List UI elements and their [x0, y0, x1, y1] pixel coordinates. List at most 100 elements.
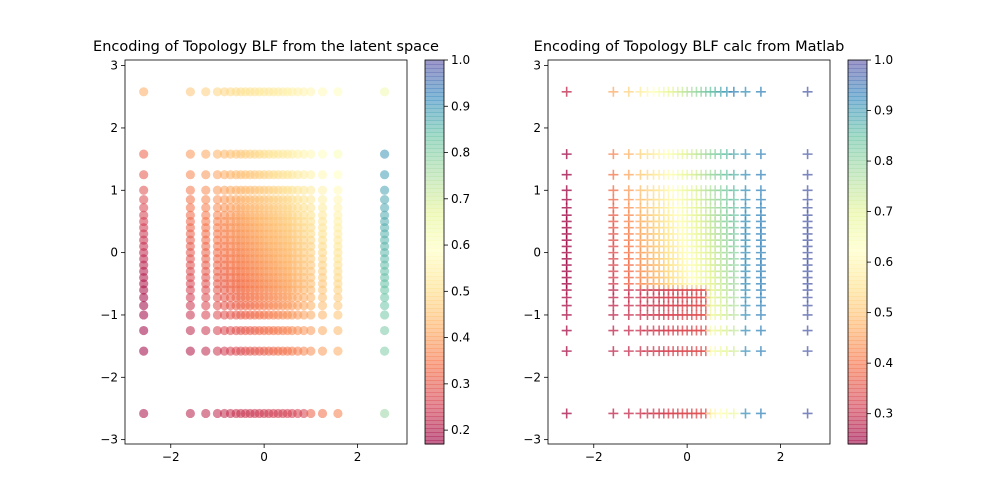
data-point	[185, 87, 195, 97]
colorbar-segment	[848, 76, 867, 81]
data-point	[333, 195, 343, 205]
colorbar-segment	[848, 344, 867, 349]
colorbar-segment	[848, 200, 867, 205]
data-point	[299, 203, 309, 213]
x-tick-label: −2	[585, 450, 603, 464]
colorbar-segment	[848, 136, 867, 141]
data-point	[139, 408, 149, 419]
colorbar-segment	[425, 164, 444, 169]
data-point	[623, 325, 634, 336]
data-point	[317, 185, 328, 195]
data-point	[561, 169, 572, 180]
colorbar-segment	[425, 312, 444, 317]
colorbar-segment	[848, 192, 867, 197]
colorbar-segment	[425, 88, 444, 93]
colorbar-segment	[425, 324, 444, 329]
data-point	[608, 325, 619, 336]
y-tick-label: −2	[100, 370, 118, 384]
colorbar-segment	[425, 296, 444, 301]
data-point	[561, 408, 572, 419]
colorbar-segment	[425, 188, 444, 193]
colorbar-tick-label: 0.8	[874, 154, 893, 168]
data-point	[306, 195, 316, 205]
colorbar-segment	[425, 416, 444, 421]
colorbar-segment	[848, 348, 867, 353]
colorbar-segment	[425, 264, 444, 269]
colorbar-segment	[425, 148, 444, 153]
data-point	[317, 87, 328, 97]
colorbar-segment	[425, 216, 444, 221]
colorbar-segment	[425, 132, 444, 137]
data-point	[379, 292, 390, 303]
colorbar-segment	[848, 320, 867, 325]
data-point	[755, 86, 766, 97]
colorbar-segment	[848, 408, 867, 413]
data-point	[212, 292, 223, 303]
data-point	[299, 210, 309, 220]
colorbar-segment	[425, 276, 444, 281]
colorbar-segment	[848, 400, 867, 405]
colorbar-segment	[848, 220, 867, 225]
colorbar-segment	[425, 268, 444, 273]
colorbar-segment	[425, 204, 444, 209]
data-point	[802, 149, 813, 160]
scatter-points	[139, 87, 390, 419]
data-point	[379, 408, 390, 419]
colorbar-segment	[425, 280, 444, 285]
data-point	[306, 346, 316, 356]
data-point	[728, 185, 739, 196]
colorbar-segment	[848, 180, 867, 185]
data-point	[317, 301, 328, 311]
data-point	[379, 185, 390, 195]
colorbar-segment	[848, 60, 867, 65]
data-point	[185, 408, 195, 419]
data-point	[139, 325, 149, 336]
data-point	[139, 170, 149, 180]
colorbar-segment	[848, 80, 867, 85]
colorbar-segment	[425, 152, 444, 157]
data-point	[802, 194, 813, 205]
data-point	[299, 301, 309, 311]
y-tick-label: −2	[523, 370, 541, 384]
data-point	[185, 310, 195, 320]
y-tick-label: 3	[533, 59, 541, 73]
colorbar-segment	[848, 428, 867, 433]
data-point	[333, 301, 343, 311]
colorbar-segment	[848, 240, 867, 245]
data-point	[740, 325, 751, 336]
colorbar-segment	[425, 80, 444, 85]
colorbar-segment	[848, 316, 867, 321]
data-point	[317, 170, 328, 180]
data-point	[201, 408, 211, 419]
data-point	[317, 325, 328, 336]
data-point	[139, 292, 149, 303]
colorbar-segment	[848, 288, 867, 293]
colorbar-segment	[425, 412, 444, 417]
colorbar-segment	[848, 368, 867, 373]
colorbar-segment	[425, 420, 444, 425]
colorbar-segment	[425, 144, 444, 149]
colorbar-segment	[425, 72, 444, 77]
colorbar-segment	[425, 348, 444, 353]
colorbar-segment	[425, 336, 444, 341]
colorbar-segment	[848, 376, 867, 381]
colorbar-segment	[848, 360, 867, 365]
colorbar-tick-label: 0.8	[451, 146, 470, 160]
data-point	[299, 310, 309, 320]
colorbar: 0.3 0.4 0.5 0.6 0.7 0.8 0.9 1.0	[847, 53, 893, 445]
colorbar-segment	[848, 412, 867, 417]
data-point	[139, 87, 149, 97]
data-point	[333, 203, 343, 213]
data-point	[185, 301, 195, 311]
data-point	[623, 185, 634, 196]
colorbar-segment	[848, 96, 867, 101]
data-point	[185, 292, 195, 303]
x-tick-label: 0	[260, 450, 268, 464]
data-point	[317, 195, 328, 205]
colorbar-segment	[848, 364, 867, 369]
colorbar-segment	[848, 64, 867, 69]
data-point	[333, 325, 343, 336]
colorbar-segment	[848, 308, 867, 313]
colorbar-segment	[425, 156, 444, 161]
colorbar-segment	[425, 84, 444, 89]
